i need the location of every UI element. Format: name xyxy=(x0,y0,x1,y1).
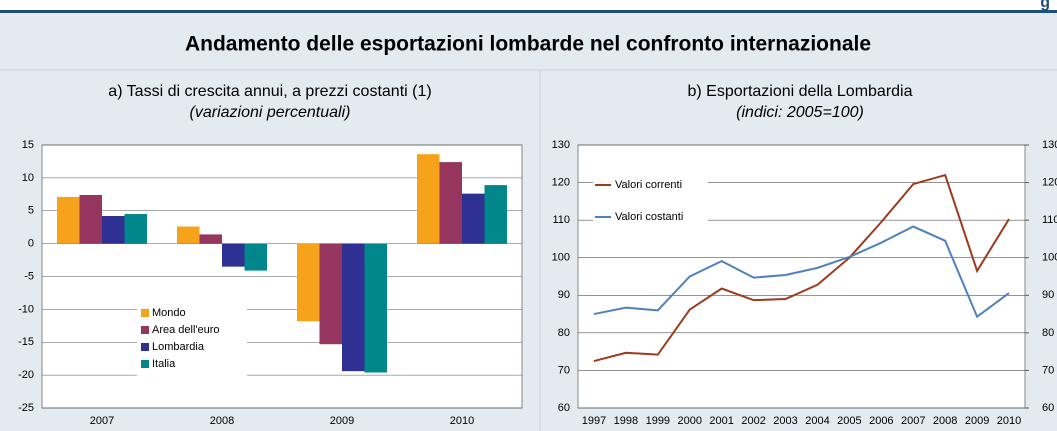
y-tick-label: 130 xyxy=(552,139,570,151)
x-tick-label: 2004 xyxy=(805,415,829,427)
bar xyxy=(319,243,342,345)
bar xyxy=(124,214,147,244)
line xyxy=(593,173,1010,363)
top-rule xyxy=(0,10,1057,13)
legend-swatch xyxy=(141,326,149,334)
y-tick-label: -20 xyxy=(18,369,34,381)
y-tick-label: 15 xyxy=(22,139,34,151)
y-tick-label: 80 xyxy=(558,327,570,339)
bar xyxy=(417,154,440,244)
x-tick-label: 2006 xyxy=(869,415,893,427)
chart-subtitle: (indici: 2005=100) xyxy=(736,104,864,121)
legend-swatch xyxy=(141,360,149,368)
legend-box xyxy=(593,177,708,193)
bar xyxy=(199,234,222,244)
legend-label: Italia xyxy=(152,358,176,370)
x-tick-label: 2000 xyxy=(678,415,702,427)
y-tick-label: 100 xyxy=(552,252,570,264)
bar xyxy=(79,194,102,244)
bar xyxy=(244,243,267,271)
bar xyxy=(439,162,462,244)
x-tick-label: 2008 xyxy=(933,415,957,427)
x-tick-label: 2009 xyxy=(330,415,354,427)
y-tick-label: 0 xyxy=(28,238,34,250)
y-tick-label: -10 xyxy=(18,303,34,315)
x-tick-label: 2010 xyxy=(450,415,474,427)
y-tick-label: 5 xyxy=(28,205,34,217)
x-tick-label: 2007 xyxy=(90,415,114,427)
x-tick-label: 1999 xyxy=(646,415,670,427)
legend-box xyxy=(593,209,708,225)
line xyxy=(593,225,1010,319)
x-tick-label: 1998 xyxy=(614,415,638,427)
corner-label: g xyxy=(1040,0,1050,11)
legend-swatch xyxy=(141,343,149,351)
chart-subtitle: (variazioni percentuali) xyxy=(190,104,351,121)
x-tick-label: 2005 xyxy=(837,415,861,427)
y-tick-label: 70 xyxy=(558,364,570,376)
bar xyxy=(222,243,245,267)
y2-tick-label: 90 xyxy=(1042,289,1054,301)
y2-tick-label: 70 xyxy=(1042,364,1054,376)
bar xyxy=(57,196,80,244)
x-tick-label: 2010 xyxy=(997,415,1021,427)
x-tick-label: 2008 xyxy=(210,415,234,427)
y-tick-label: 10 xyxy=(22,172,34,184)
y2-tick-label: 130 xyxy=(1042,139,1057,151)
y-tick-label: 110 xyxy=(552,214,570,226)
bar xyxy=(364,243,387,373)
legend-label: Mondo xyxy=(152,307,186,319)
x-tick-label: 1997 xyxy=(582,415,606,427)
y-tick-label: -15 xyxy=(18,336,34,348)
bar xyxy=(102,216,125,244)
y2-tick-label: 120 xyxy=(1042,176,1057,188)
main-title: Andamento delle esportazioni lombarde ne… xyxy=(185,33,871,56)
bar xyxy=(342,243,365,372)
y2-tick-label: 110 xyxy=(1042,214,1057,226)
chart-title: a) Tassi di crescita annui, a prezzi cos… xyxy=(108,83,431,100)
y2-tick-label: 100 xyxy=(1042,252,1057,264)
y-tick-label: -5 xyxy=(24,270,34,282)
y-tick-label: 90 xyxy=(558,289,570,301)
legend-label: Area dell'euro xyxy=(152,324,220,336)
legend-swatch xyxy=(141,309,149,317)
bar xyxy=(462,193,485,244)
legend-box xyxy=(137,303,247,377)
y-tick-label: 60 xyxy=(558,402,570,414)
y2-tick-label: 60 xyxy=(1042,402,1054,414)
bar xyxy=(297,243,320,322)
x-tick-label: 2001 xyxy=(709,415,733,427)
legend-label: Valori costanti xyxy=(615,211,683,223)
legend-label: Lombardia xyxy=(152,341,205,353)
chart-title: b) Esportazioni della Lombardia xyxy=(687,83,912,100)
y-tick-label: -25 xyxy=(18,402,34,414)
x-tick-label: 2009 xyxy=(965,415,989,427)
bar xyxy=(177,226,200,244)
legend-label: Valori correnti xyxy=(615,179,682,191)
bar xyxy=(484,185,507,244)
x-tick-label: 2007 xyxy=(901,415,925,427)
y2-tick-label: 80 xyxy=(1042,327,1054,339)
x-tick-label: 2003 xyxy=(773,415,797,427)
y-tick-label: 120 xyxy=(552,176,570,188)
x-tick-label: 2002 xyxy=(741,415,765,427)
